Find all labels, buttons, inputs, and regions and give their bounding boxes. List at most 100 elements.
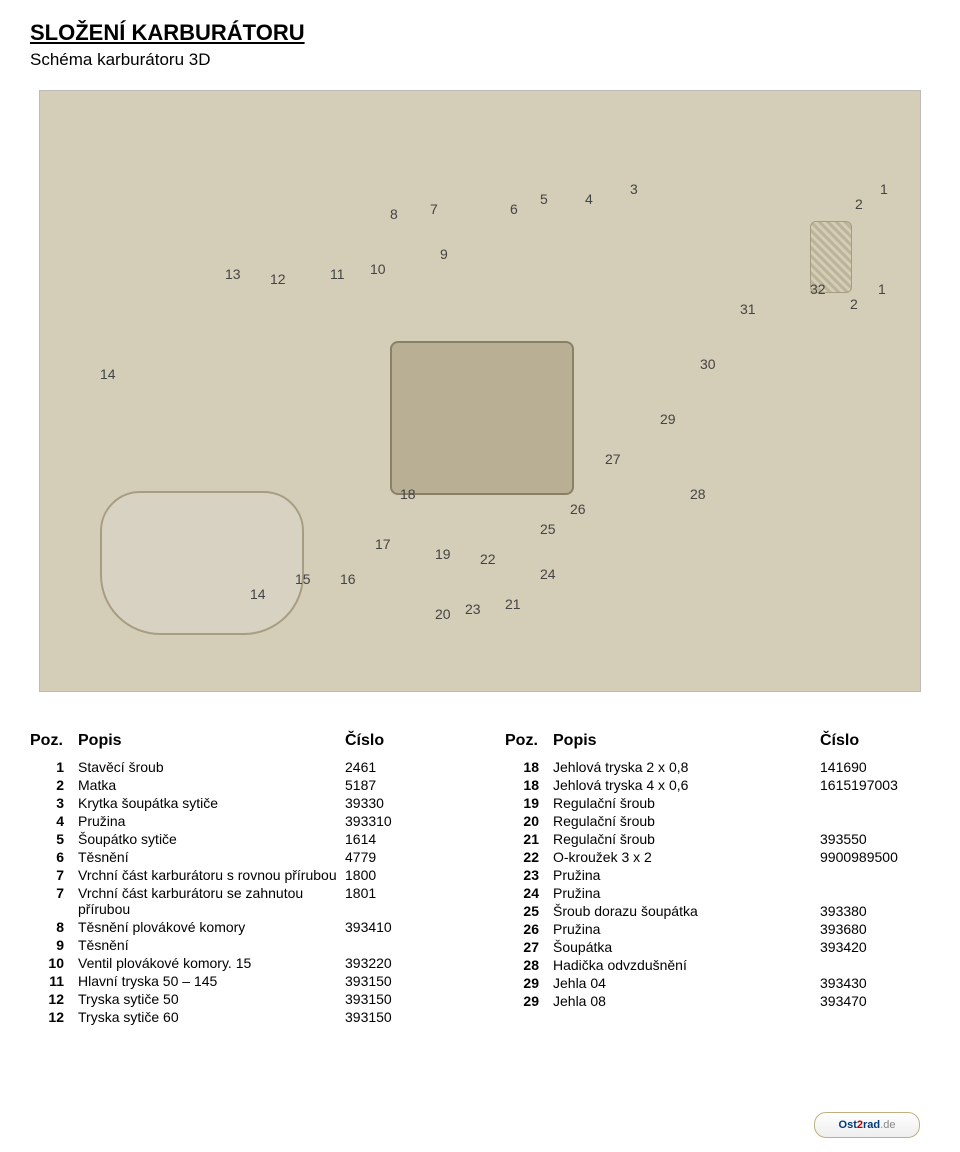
cell-desc: Těsnění: [74, 848, 345, 866]
cell-num: [820, 812, 930, 830]
diagram-label: 2: [855, 196, 863, 212]
cell-poz: 1: [30, 758, 74, 776]
cell-desc: Pružina: [549, 866, 820, 884]
table-row: 26Pružina393680: [505, 920, 930, 938]
table-row: 29Jehla 08393470: [505, 992, 930, 1010]
diagram-label: 20: [435, 606, 451, 622]
diagram-label: 10: [370, 261, 386, 277]
cell-poz: 29: [505, 992, 549, 1010]
right-table: 18Jehlová tryska 2 x 0,814169018Jehlová …: [505, 758, 930, 1010]
header-popis: Popis: [78, 732, 345, 750]
cell-desc: Pružina: [74, 812, 345, 830]
cell-num: 393420: [820, 938, 930, 956]
table-row: 12Tryska sytiče 60393150: [30, 1008, 455, 1026]
cell-num: 1800: [345, 866, 455, 884]
cell-desc: Regulační šroub: [549, 794, 820, 812]
table-row: 23Pružina: [505, 866, 930, 884]
logo-text2: rad: [863, 1119, 880, 1131]
cell-poz: 11: [30, 972, 74, 990]
cell-desc: Pružina: [549, 920, 820, 938]
cell-num: 393470: [820, 992, 930, 1010]
cell-poz: 19: [505, 794, 549, 812]
cell-poz: 7: [30, 884, 74, 918]
diagram-label: 13: [225, 266, 241, 282]
cell-poz: 20: [505, 812, 549, 830]
diagram-carb-body: [390, 341, 574, 495]
table-row: 25Šroub dorazu šoupátka393380: [505, 902, 930, 920]
cell-desc: Jehlová tryska 4 x 0,6: [549, 776, 820, 794]
table-row: 7Vrchní část karburátoru se zahnutou pří…: [30, 884, 455, 918]
cell-num: 393380: [820, 902, 930, 920]
table-header-right: Poz. Popis Číslo: [505, 732, 930, 750]
cell-poz: 6: [30, 848, 74, 866]
cell-desc: Hadička odvzdušnění: [549, 956, 820, 974]
diagram-label: 24: [540, 566, 556, 582]
table-row: 9Těsnění: [30, 936, 455, 954]
table-row: 18Jehlová tryska 2 x 0,8141690: [505, 758, 930, 776]
cell-desc: Tryska sytiče 60: [74, 1008, 345, 1026]
cell-poz: 9: [30, 936, 74, 954]
cell-num: 393410: [345, 918, 455, 936]
cell-poz: 23: [505, 866, 549, 884]
diagram-label: 5: [540, 191, 548, 207]
cell-num: 393430: [820, 974, 930, 992]
diagram-label: 17: [375, 536, 391, 552]
footer-logo: Ost2rad.de: [814, 1112, 920, 1138]
cell-poz: 5: [30, 830, 74, 848]
cell-num: 141690: [820, 758, 930, 776]
cell-desc: Regulační šroub: [549, 812, 820, 830]
table-row: 29Jehla 04393430: [505, 974, 930, 992]
table-row: 1Stavěcí šroub2461: [30, 758, 455, 776]
cell-num: 393310: [345, 812, 455, 830]
diagram-label: 16: [340, 571, 356, 587]
diagram-label: 32: [810, 281, 826, 297]
diagram-label: 12: [270, 271, 286, 287]
cell-num: [820, 956, 930, 974]
cell-num: 1614: [345, 830, 455, 848]
cell-num: [345, 936, 455, 954]
diagram-label: 21: [505, 596, 521, 612]
table-row: 6Těsnění4779: [30, 848, 455, 866]
cell-poz: 4: [30, 812, 74, 830]
table-row: 18Jehlová tryska 4 x 0,61615197003: [505, 776, 930, 794]
left-table: 1Stavěcí šroub24612Matka51873Krytka šoup…: [30, 758, 455, 1026]
cell-desc: Pružina: [549, 884, 820, 902]
cell-desc: Těsnění plovákové komory: [74, 918, 345, 936]
diagram-label: 7: [430, 201, 438, 217]
cell-desc: Jehla 08: [549, 992, 820, 1010]
cell-desc: Matka: [74, 776, 345, 794]
cell-poz: 21: [505, 830, 549, 848]
header-popis: Popis: [553, 732, 820, 750]
cell-num: 393150: [345, 990, 455, 1008]
cell-num: 2461: [345, 758, 455, 776]
diagram-label: 1: [878, 281, 886, 297]
cell-num: 393550: [820, 830, 930, 848]
right-table-column: Poz. Popis Číslo 18Jehlová tryska 2 x 0,…: [505, 732, 930, 1026]
cell-desc: Regulační šroub: [549, 830, 820, 848]
cell-poz: 2: [30, 776, 74, 794]
table-row: 4Pružina393310: [30, 812, 455, 830]
cell-desc: O-kroužek 3 x 2: [549, 848, 820, 866]
cell-desc: Stavěcí šroub: [74, 758, 345, 776]
diagram-label: 23: [465, 601, 481, 617]
cell-poz: 12: [30, 990, 74, 1008]
table-row: 7Vrchní část karburátoru s rovnou přírub…: [30, 866, 455, 884]
diagram-label: 9: [440, 246, 448, 262]
cell-poz: 22: [505, 848, 549, 866]
cell-num: 393680: [820, 920, 930, 938]
diagram-label: 15: [295, 571, 311, 587]
cell-poz: 28: [505, 956, 549, 974]
cell-num: 4779: [345, 848, 455, 866]
diagram-float-bowl: [100, 491, 304, 635]
left-table-column: Poz. Popis Číslo 1Stavěcí šroub24612Matk…: [30, 732, 455, 1026]
cell-num: 1801: [345, 884, 455, 918]
table-row: 3Krytka šoupátka sytiče39330: [30, 794, 455, 812]
diagram-label: 2: [850, 296, 858, 312]
cell-desc: Krytka šoupátka sytiče: [74, 794, 345, 812]
diagram-label: 29: [660, 411, 676, 427]
cell-num: [820, 884, 930, 902]
cell-poz: 26: [505, 920, 549, 938]
cell-desc: Tryska sytiče 50: [74, 990, 345, 1008]
diagram-label: 14: [100, 366, 116, 382]
table-row: 20Regulační šroub: [505, 812, 930, 830]
